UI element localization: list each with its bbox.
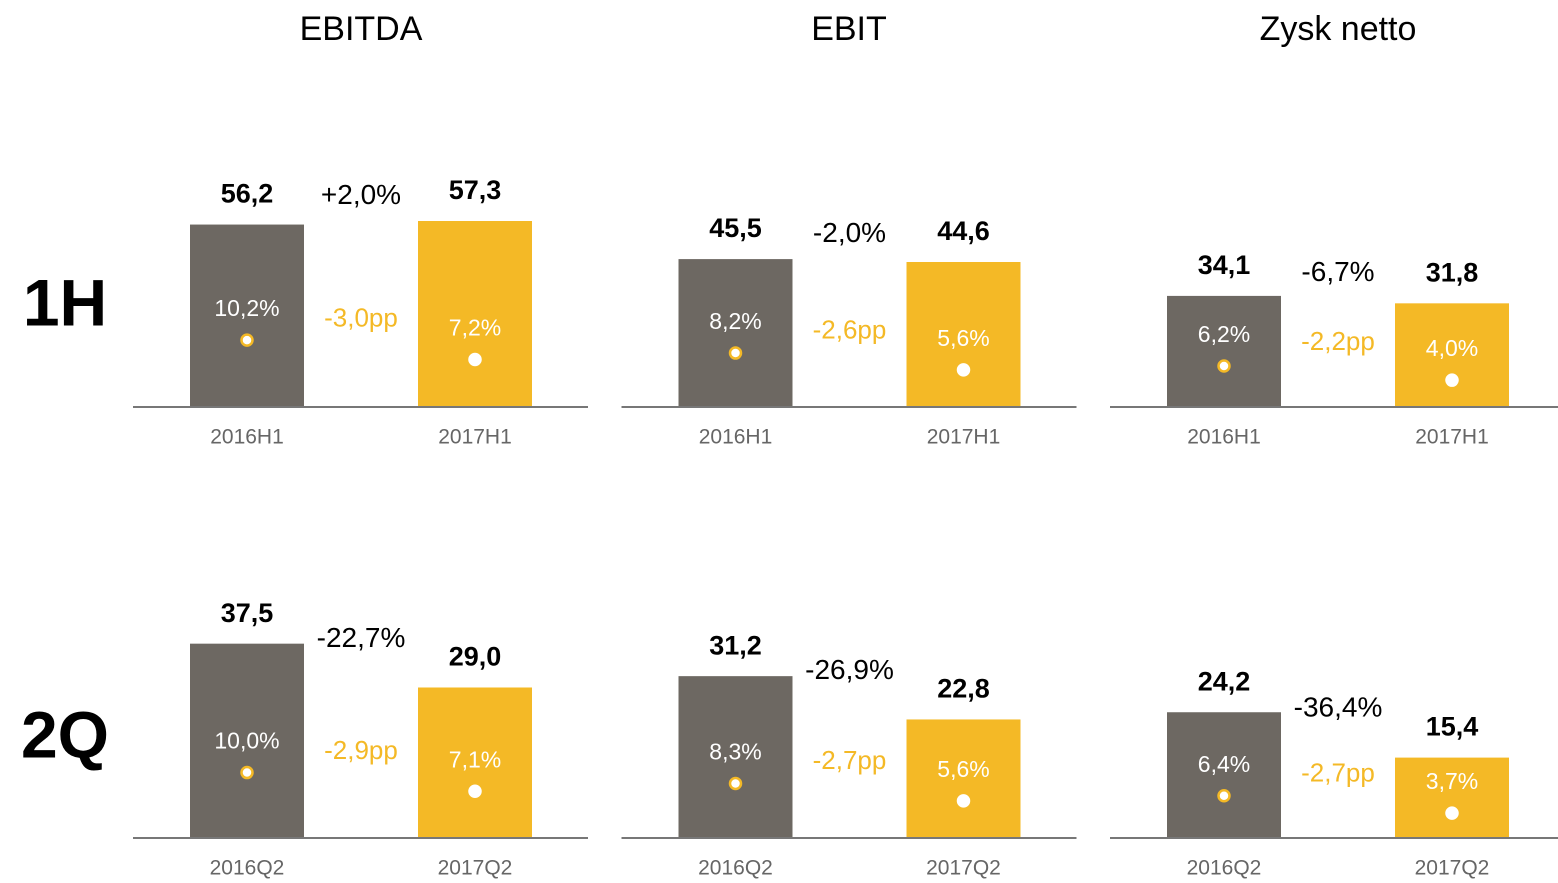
bar: [190, 224, 304, 406]
margin-change-label: -2,6pp: [813, 314, 887, 344]
margin-dot: [728, 346, 743, 360]
margin-dot: [468, 784, 482, 798]
margin-change-label: -3,0pp: [324, 303, 398, 333]
margin-label: 3,7%: [1426, 768, 1478, 794]
value-label: 57,3: [449, 175, 502, 205]
category-label: 2016H1: [699, 426, 773, 449]
margin-change-label: -2,7pp: [1301, 757, 1375, 787]
margin-dot: [240, 333, 254, 347]
margin-dot: [1217, 359, 1231, 373]
change-label: +2,0%: [321, 179, 401, 210]
bar: [678, 676, 793, 837]
category-label: 2017Q2: [1415, 857, 1490, 880]
change-label: -36,4%: [1294, 691, 1383, 722]
margin-dot: [956, 363, 971, 377]
column-title: EBIT: [811, 10, 887, 48]
margin-label: 10,0%: [214, 728, 279, 754]
bar: [1167, 712, 1281, 837]
category-label: 2016Q2: [210, 857, 285, 880]
margin-label: 5,6%: [937, 756, 989, 782]
margin-dot: [1445, 373, 1459, 387]
bar: [906, 262, 1021, 406]
value-label: 29,0: [449, 642, 502, 672]
margin-label: 6,4%: [1198, 751, 1250, 777]
margin-dot: [468, 352, 482, 367]
category-label: 2017H1: [438, 426, 512, 449]
margin-label: 8,3%: [709, 739, 761, 765]
change-label: -2,0%: [813, 217, 886, 248]
margin-label: 10,2%: [214, 295, 279, 321]
row-label: 1H: [23, 265, 107, 339]
value-label: 15,4: [1426, 712, 1479, 742]
category-label: 2016H1: [1187, 426, 1261, 449]
margin-label: 4,0%: [1426, 335, 1478, 361]
bar: [906, 719, 1021, 837]
margin-change-label: -2,7pp: [813, 745, 887, 775]
value-label: 24,2: [1198, 666, 1251, 696]
value-label: 45,5: [709, 213, 762, 243]
margin-dot: [1445, 806, 1459, 820]
margin-dot: [956, 794, 971, 808]
margin-label: 6,2%: [1198, 321, 1250, 347]
value-label: 31,2: [709, 630, 762, 660]
margin-change-label: -2,9pp: [324, 735, 398, 765]
category-label: 2017Q2: [438, 857, 513, 880]
margin-label: 7,2%: [449, 315, 501, 341]
column-title: EBITDA: [300, 10, 423, 48]
bar: [678, 259, 793, 406]
bar: [1395, 303, 1509, 406]
value-label: 44,6: [937, 216, 990, 246]
column-title: Zysk netto: [1260, 10, 1417, 48]
margin-dot: [728, 776, 743, 791]
category-label: 2016Q2: [698, 857, 773, 880]
bar: [1167, 295, 1281, 406]
value-label: 31,8: [1426, 257, 1479, 287]
margin-dot: [1217, 789, 1231, 803]
margin-label: 7,1%: [449, 746, 501, 772]
bar: [418, 687, 532, 837]
value-label: 22,8: [937, 674, 990, 704]
margin-dot: [240, 765, 254, 780]
margin-label: 5,6%: [937, 325, 989, 351]
category-label: 2017H1: [927, 426, 1001, 449]
margin-label: 8,2%: [709, 308, 761, 334]
change-label: -22,7%: [317, 622, 406, 653]
change-label: -6,7%: [1301, 256, 1374, 287]
category-label: 2016Q2: [1187, 857, 1262, 880]
margin-change-label: -2,2pp: [1301, 326, 1375, 356]
row-label: 2Q: [21, 697, 109, 771]
change-label: -26,9%: [805, 654, 894, 685]
bar: [190, 643, 304, 837]
value-label: 34,1: [1198, 250, 1251, 280]
value-label: 37,5: [221, 598, 274, 628]
category-label: 2017H1: [1415, 426, 1489, 449]
category-label: 2017Q2: [926, 857, 1001, 880]
bar: [418, 221, 532, 406]
category-label: 2016H1: [210, 426, 284, 449]
bar: [1395, 757, 1509, 837]
value-label: 56,2: [221, 179, 274, 209]
